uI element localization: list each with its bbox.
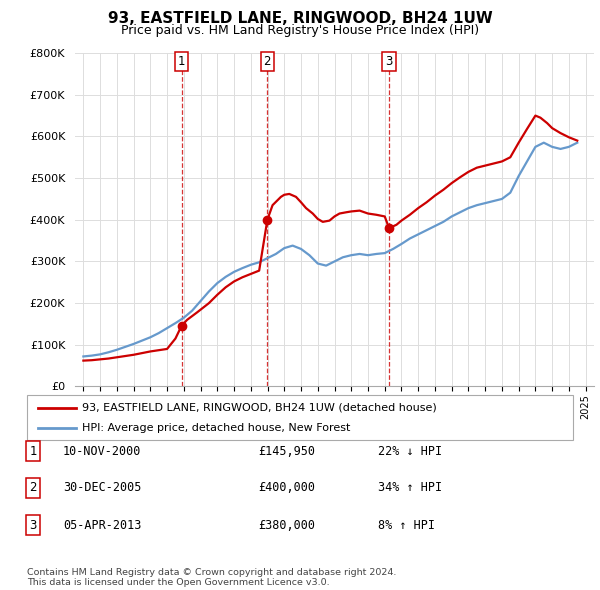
Text: HPI: Average price, detached house, New Forest: HPI: Average price, detached house, New …: [82, 424, 350, 434]
Text: Price paid vs. HM Land Registry's House Price Index (HPI): Price paid vs. HM Land Registry's House …: [121, 24, 479, 37]
Text: 8% ↑ HPI: 8% ↑ HPI: [378, 519, 435, 532]
Text: 3: 3: [29, 519, 37, 532]
Text: Contains HM Land Registry data © Crown copyright and database right 2024.
This d: Contains HM Land Registry data © Crown c…: [27, 568, 397, 587]
Text: 34% ↑ HPI: 34% ↑ HPI: [378, 481, 442, 494]
Text: £400,000: £400,000: [258, 481, 315, 494]
Text: 2: 2: [29, 481, 37, 494]
Text: 22% ↓ HPI: 22% ↓ HPI: [378, 445, 442, 458]
Text: 1: 1: [178, 55, 185, 68]
Text: 93, EASTFIELD LANE, RINGWOOD, BH24 1UW (detached house): 93, EASTFIELD LANE, RINGWOOD, BH24 1UW (…: [82, 403, 436, 412]
Text: 3: 3: [385, 55, 393, 68]
Text: 30-DEC-2005: 30-DEC-2005: [63, 481, 142, 494]
Text: 10-NOV-2000: 10-NOV-2000: [63, 445, 142, 458]
Text: £380,000: £380,000: [258, 519, 315, 532]
Text: 93, EASTFIELD LANE, RINGWOOD, BH24 1UW: 93, EASTFIELD LANE, RINGWOOD, BH24 1UW: [107, 11, 493, 25]
Text: 05-APR-2013: 05-APR-2013: [63, 519, 142, 532]
Text: 2: 2: [263, 55, 271, 68]
FancyBboxPatch shape: [27, 395, 573, 440]
Text: 1: 1: [29, 445, 37, 458]
Text: £145,950: £145,950: [258, 445, 315, 458]
